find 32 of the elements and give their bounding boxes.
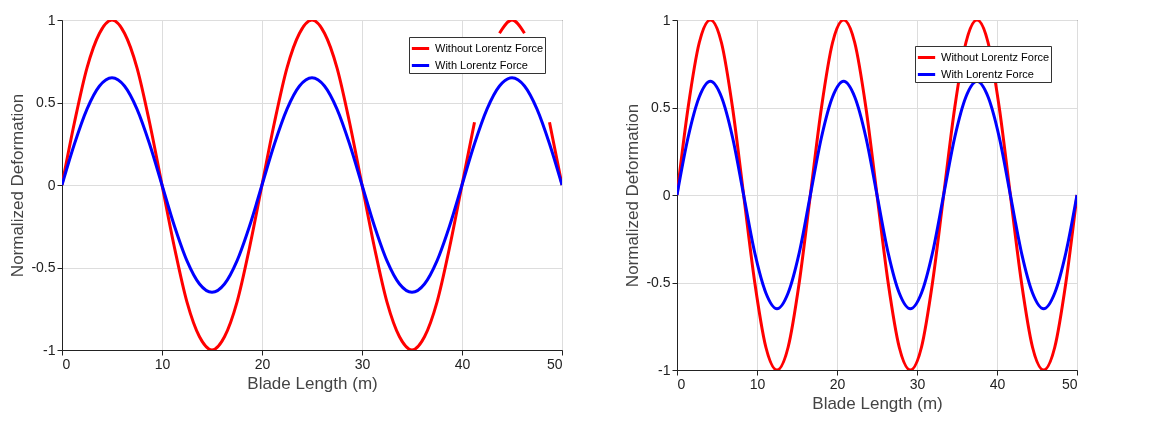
y-tick-label: -0.5 (646, 274, 671, 290)
x-tick-label: 0 (677, 375, 686, 392)
x-tick-label: 0 (62, 355, 71, 372)
y-tick-label: 1 (47, 11, 56, 28)
y-tick-label: -1 (658, 361, 671, 378)
y-tick-label: 0.5 (651, 99, 671, 115)
legend-label: Without Lorentz Force (941, 50, 1050, 63)
line-series (62, 76, 562, 294)
x-tick-label: 20 (829, 375, 846, 392)
y-tick-label: 0.5 (36, 94, 56, 110)
x-tick-label: 40 (989, 375, 1006, 392)
y-tick-label: -1 (43, 341, 56, 358)
x-tick-label: 30 (354, 355, 371, 372)
x-axis-title: Blade Length (m) (247, 373, 378, 393)
x-tick-label: 40 (454, 355, 471, 372)
legend-label: With Lorentz Force (435, 58, 528, 71)
x-tick-label: 50 (546, 355, 563, 372)
legend-label: Without Lorentz Force (435, 41, 544, 54)
x-tick-label: 50 (1061, 375, 1078, 392)
y-axis-title: Normalized Deformation (623, 103, 643, 288)
x-tick-label: 10 (154, 355, 171, 372)
y-tick-label: 0 (47, 176, 56, 193)
x-tick-label: 10 (749, 375, 766, 392)
y-tick-label: 1 (662, 11, 671, 28)
y-axis-title: Normalized Deformation (8, 93, 28, 278)
y-tick-label: 0 (662, 186, 671, 203)
y-tick-label: -0.5 (31, 259, 56, 275)
line-series (677, 79, 1077, 311)
legend-label: With Lorentz Force (941, 67, 1034, 80)
x-tick-label: 20 (254, 355, 271, 372)
x-axis-title: Blade Length (m) (812, 393, 943, 413)
x-tick-label: 30 (909, 375, 926, 392)
